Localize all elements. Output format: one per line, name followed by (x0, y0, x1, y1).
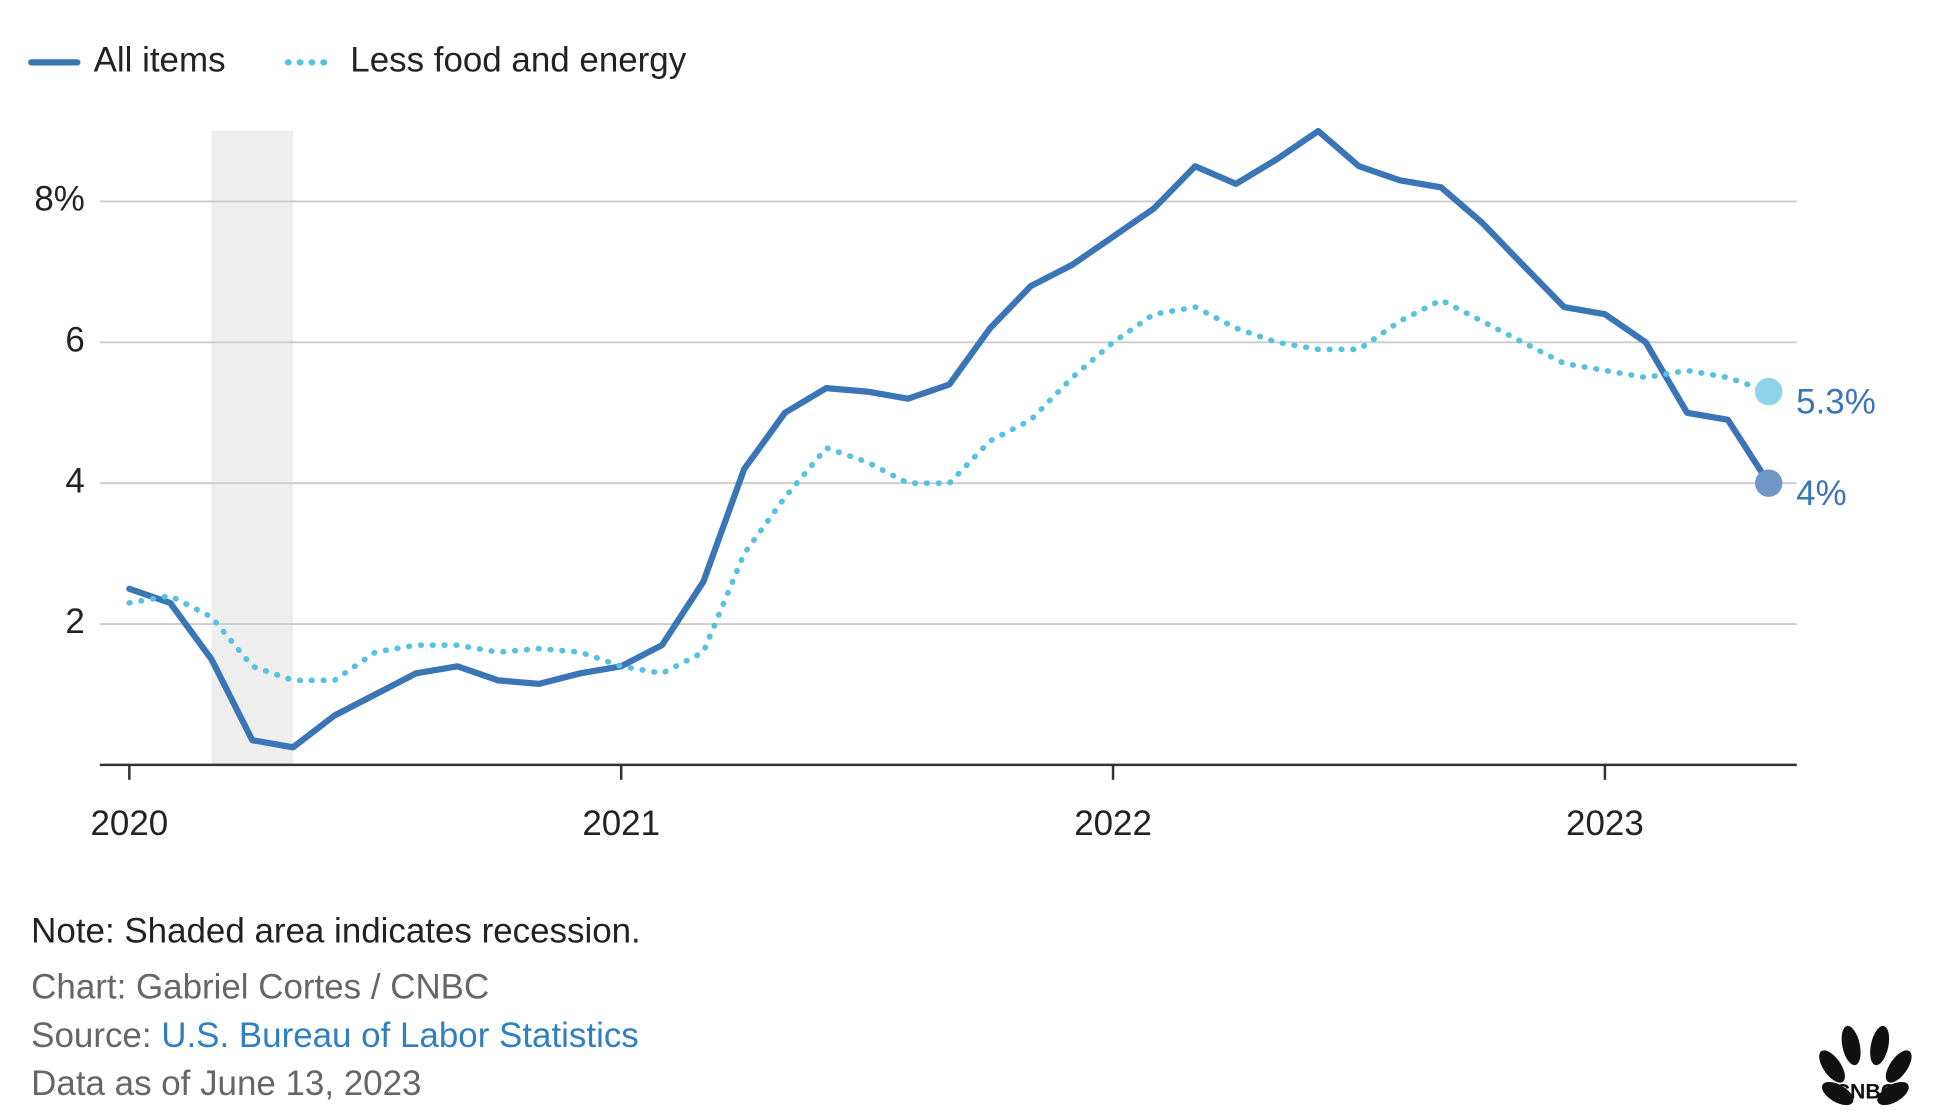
end-label: 4% (1796, 474, 1846, 513)
end-label: 5.3% (1796, 382, 1876, 421)
end-point (1754, 469, 1783, 497)
note: Note: Shaded area indicates recession. (31, 912, 641, 951)
y-tick-label: 8% (34, 180, 84, 219)
series-line (126, 127, 1772, 751)
y-tick-label: 4 (65, 461, 84, 500)
credit: Chart: Gabriel Cortes / CNBC (31, 968, 489, 1007)
x-tick-label: 2020 (90, 804, 168, 843)
source-label: Source: (31, 1016, 151, 1055)
recession-shade (211, 131, 294, 765)
y-tick-label: 2 (65, 602, 84, 641)
source-line: Source: U.S. Bureau of Labor Statistics (31, 1016, 639, 1055)
data-date: Data as of June 13, 2023 (31, 1064, 421, 1103)
end-point (1754, 377, 1783, 406)
y-tick-label: 6 (65, 321, 84, 360)
legend-label: All items (94, 41, 226, 80)
x-tick-label: 2022 (1074, 804, 1152, 843)
x-tick-label: 2023 (1566, 804, 1644, 843)
legend-label: Less food and energy (350, 41, 686, 80)
source-link[interactable]: U.S. Bureau of Labor Statistics (161, 1016, 639, 1055)
x-tick-label: 2021 (582, 804, 660, 843)
logo-text: CNBC (1835, 1081, 1896, 1104)
series-line (126, 297, 1772, 684)
logo: CNBC (1819, 1025, 1912, 1106)
